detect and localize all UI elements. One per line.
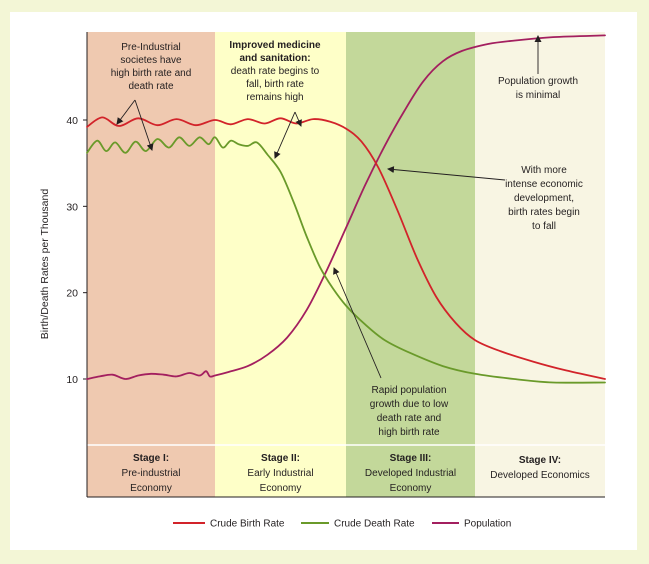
- annotation-preindustrial: high birth rate and: [111, 68, 192, 79]
- series-line-crude-death-rate: [86, 136, 606, 384]
- stage-band-1: [87, 32, 215, 497]
- y-tick-label: 10: [66, 374, 78, 386]
- annotation-medicine: fall, birth rate: [246, 79, 304, 90]
- annotation-arrow-6: [387, 166, 506, 181]
- y-axis-label: Birth/Death Rates per Thousand: [39, 189, 51, 340]
- stage-text-1: Economy: [130, 483, 172, 494]
- stage-text-3: Economy: [390, 483, 432, 494]
- stage-band-3: [346, 32, 475, 497]
- annotation-rapid: high birth rate: [378, 427, 440, 438]
- annotation-rapid: Rapid population: [371, 385, 446, 396]
- annotation-economic: intense economic: [505, 179, 583, 190]
- annotation-medicine: remains high: [246, 92, 303, 103]
- annotation-preindustrial: Pre-Industrial: [121, 42, 180, 53]
- stage-text-2: Early Industrial: [247, 468, 313, 479]
- annotation-rapid: death rate and: [377, 413, 442, 424]
- annotation-arrow-2: [134, 99, 154, 151]
- annotation-arrow-4: [294, 111, 302, 127]
- stage-text-2: Economy: [260, 483, 302, 494]
- annotation-economic: development,: [514, 193, 574, 204]
- stage-title-4: Stage IV:: [519, 455, 561, 466]
- y-tick-label: 20: [66, 288, 78, 300]
- stage-text-4: Developed Economics: [490, 470, 590, 481]
- annotation-economic: birth rates begin: [508, 207, 580, 218]
- annotation-medicine: death rate begins to: [231, 66, 320, 77]
- annotation-preindustrial: societes have: [120, 55, 182, 66]
- annotation-preindustrial: death rate: [128, 81, 173, 92]
- legend-label-population: Population: [464, 519, 511, 530]
- annotation-popmin: is minimal: [516, 90, 560, 101]
- annotation-arrow-1: [116, 99, 136, 125]
- annotation-arrow-7: [333, 267, 382, 379]
- y-tick-label: 30: [66, 201, 78, 213]
- annotation-economic: With more: [521, 165, 567, 176]
- legend-label-crude-birth-rate: Crude Birth Rate: [210, 519, 285, 530]
- series-line-population: [86, 34, 606, 380]
- stage-title-1: Stage I:: [133, 453, 169, 464]
- annotation-rapid: growth due to low: [370, 399, 449, 410]
- stage-text-1: Pre-industrial: [122, 468, 181, 479]
- stage-band-2: [215, 32, 346, 497]
- annotation-economic: to fall: [532, 221, 556, 232]
- legend-label-crude-death-rate: Crude Death Rate: [334, 519, 415, 530]
- stage-title-3: Stage III:: [390, 453, 432, 464]
- y-tick-label: 40: [66, 115, 78, 127]
- chart-frame: Stage I: Pre-industrial Economy Stage II: Ea…: [10, 12, 637, 550]
- series-line-crude-birth-rate: [86, 116, 606, 380]
- annotation-popmin: Population growth: [498, 76, 578, 87]
- demographic-transition-chart: Stage I: Pre-industrial Economy Stage II: Ea…: [39, 32, 606, 530]
- stage-band-4: [475, 32, 605, 497]
- stage-text-3: Developed Industrial: [365, 468, 456, 479]
- annotation-arrow-3: [274, 111, 296, 159]
- stage-title-2: Stage II:: [261, 453, 300, 464]
- annotation-medicine: and sanitation:: [239, 53, 310, 64]
- annotation-medicine: Improved medicine: [229, 40, 321, 51]
